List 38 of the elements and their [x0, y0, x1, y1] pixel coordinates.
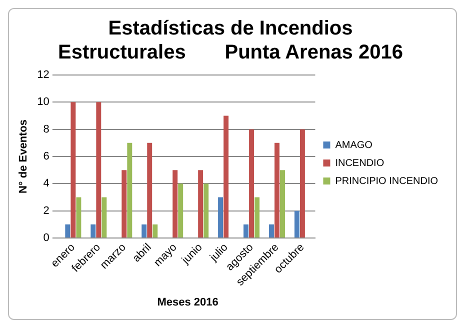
bar	[65, 224, 70, 238]
bar	[218, 197, 224, 238]
bar	[244, 224, 248, 238]
x-axis-title: Meses 2016	[157, 296, 218, 308]
legend-label: AMAGO	[335, 140, 373, 151]
bar	[127, 142, 132, 238]
bar	[294, 210, 300, 238]
y-tick-label: 8	[43, 123, 50, 136]
bar	[254, 197, 260, 238]
bar	[147, 142, 152, 238]
y-tick-label: 10	[37, 96, 50, 108]
y-tick-label: 0	[43, 232, 50, 244]
bar	[142, 224, 147, 238]
bar	[152, 224, 158, 238]
y-tick-label: 12	[37, 69, 50, 82]
bar	[268, 224, 274, 238]
bar	[122, 170, 127, 238]
y-tick-label: 4	[43, 178, 50, 190]
bar	[300, 129, 305, 238]
bar	[102, 197, 107, 238]
legend-label: INCENDIO	[335, 158, 384, 169]
bar	[178, 184, 184, 238]
bar	[90, 224, 96, 238]
bar	[204, 184, 209, 238]
y-axis-title: N° de Eventos	[18, 119, 30, 194]
bar	[224, 116, 229, 238]
bar	[274, 142, 280, 238]
bar	[76, 197, 82, 238]
y-tick-label: 2	[43, 204, 50, 217]
bar	[198, 170, 204, 238]
bar	[172, 170, 178, 238]
bar	[96, 102, 102, 238]
bar	[280, 170, 285, 238]
chart-title: Estadísticas de Incendios Estructurales Punta Arenas 2016	[58, 18, 403, 64]
y-tick-label: 6	[43, 150, 50, 163]
bar	[70, 102, 76, 238]
bar	[249, 129, 254, 238]
legend-label: PRINCIPIO INCENDIO	[335, 176, 438, 187]
